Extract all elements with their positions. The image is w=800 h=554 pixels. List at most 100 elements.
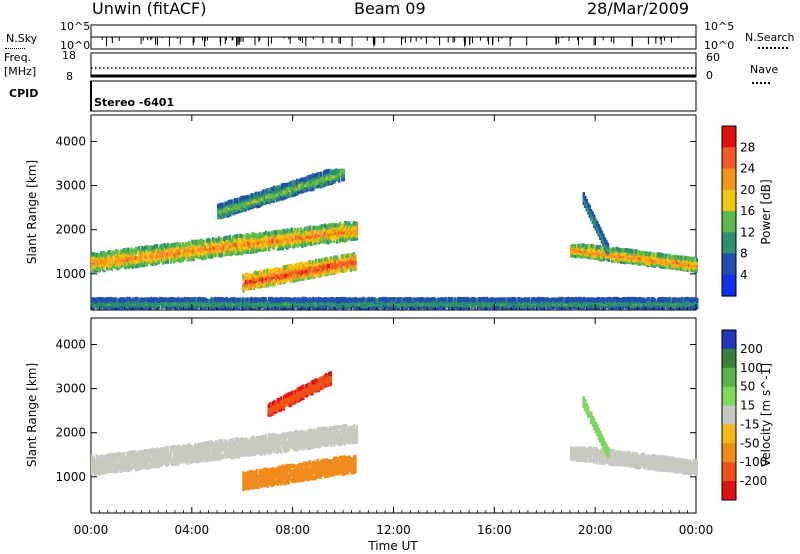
heat-cell-2464 [328,257,331,262]
heat-cell-1299 [346,222,349,228]
heat-cell-2284 [295,262,298,268]
heat-cell-720 [233,249,236,254]
heat-cell-2401 [317,268,321,274]
heat-cell-500 [189,248,192,253]
heat-cell-2102 [260,278,263,283]
heat-cell-2175 [274,267,277,273]
heat-cell-3319 [596,221,599,226]
heat-cell-588 [205,242,209,248]
heat-cell-2491 [334,255,337,260]
heat-cell-5 [91,255,94,260]
heat-cell-1499 [244,200,247,206]
heat-cell-376 [163,251,166,256]
heat-cell-1174 [322,231,325,236]
heat-cell-1747 [289,181,292,186]
heat-cell-962 [280,230,283,235]
heat-cell-3549 [122,297,126,302]
heat-cell-1666 [276,194,279,199]
heat-cell-1753 [291,180,294,185]
heat-cell-2280 [295,272,298,277]
heat-cell-1402 [226,204,229,209]
heat-cell-2450 [325,257,328,262]
heat-cell-1324 [352,231,356,237]
heat-cell-4676 [342,296,345,302]
heat-cell-864 [260,245,263,250]
heat-cell-2262 [292,278,295,283]
heat-cell-410 [171,252,174,257]
heat-cell-4476 [302,296,306,302]
heat-cell-1222 [331,227,334,232]
heat-cell-1122 [310,234,313,240]
heat-cell-1278 [343,238,346,243]
heat-cell-618 [212,240,215,245]
heat-cell-1274 [342,229,345,235]
heat-cell-3607 [133,297,136,302]
heat-cell-1697 [282,193,285,198]
heat-cell-399 [168,243,171,249]
heat-cell-1218 [331,234,334,239]
heat-cell-2148 [269,282,272,287]
heat-cell-1209 [328,223,331,228]
heat-cell-2234 [286,269,289,275]
heat-cell-4335 [277,300,280,305]
heat-cell-244 [137,251,141,256]
heat-cell-446 [177,248,180,254]
heat-cell-2413 [319,263,322,268]
heat-cell-948 [278,244,281,249]
heat-cell-832 [254,242,257,247]
heat-cell-2998 [650,254,653,259]
heat-cell-241 [137,261,141,267]
heat-cell-931 [274,232,277,237]
heat-cell-2435 [323,269,327,274]
heat-cell-1648 [271,187,274,192]
heat-cell-850 [257,240,260,245]
heat-cell-79 [104,261,107,267]
heat-cell-2899 [632,257,635,263]
heat-cell-315 [151,245,154,251]
heat-cell-805 [249,249,253,255]
heat-cell-85 [106,266,109,271]
heat-cell-1198 [326,228,330,234]
heat-cell-283 [145,245,148,250]
heat-cell-2338 [305,271,309,276]
heat-cell-332 [154,244,157,249]
heat-cell-703 [228,234,231,240]
heat-cell-4516 [310,298,313,303]
heat-cell-1806 [301,185,305,190]
heat-cell-4165 [242,297,245,302]
heat-cell-4572 [320,297,324,303]
heat-cell-2344 [307,275,310,280]
heat-cell-2002 [341,173,344,178]
heat-cell-512 [192,254,195,259]
heat-cell-919 [271,234,274,240]
heat-cell-4749 [357,305,360,310]
heat-cell-1030 [292,230,295,235]
heat-cell-1237 [334,225,337,230]
heat-cell-56 [100,255,103,260]
heat-cell-661 [221,245,224,250]
heat-cell-437 [175,248,179,253]
heat-cell-723 [233,238,236,243]
heat-cell-1156 [317,237,321,243]
heat-cell-2404 [317,264,321,269]
heat-cell-2169 [272,268,275,273]
heat-cell-2559 [349,267,352,272]
heat-cell-476 [183,244,186,249]
heat-cell-1040 [295,242,298,248]
heat-cell-3236 [695,260,698,265]
heat-cell-91 [106,255,109,260]
heat-cell-3733 [159,296,162,302]
heat-cell-3352 [602,233,605,238]
heat-cell-2084 [257,281,260,287]
heat-cell-2216 [283,278,286,283]
heat-cell-925 [272,230,275,235]
heat-cell-3312 [594,218,598,223]
heat-cell-710 [230,238,233,244]
heat-cell-236 [134,246,138,252]
heat-cell-4781 [363,297,366,302]
heat-cell-1409 [227,205,230,211]
heat-cell-2373 [311,266,315,271]
heat-cell-1375 [221,207,224,213]
heat-cell-1837 [307,179,311,185]
